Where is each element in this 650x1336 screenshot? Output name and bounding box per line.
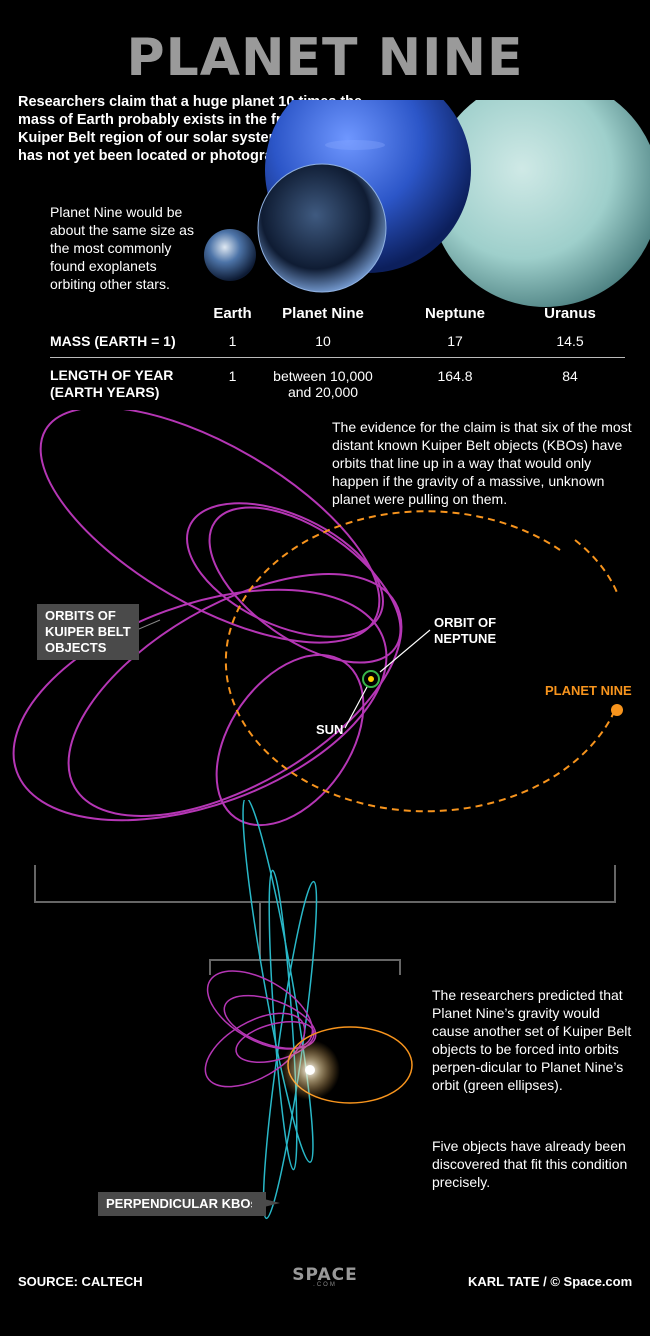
year-planet-nine: between 10,000 and 20,000 — [273, 368, 373, 400]
sun-label: SUN — [316, 722, 344, 737]
earth-icon — [204, 229, 256, 281]
neptune-orbit-label: ORBIT OF NEPTUNE — [434, 615, 497, 646]
perpendicular-diagram — [204, 800, 413, 1220]
kbo-orbit — [39, 410, 381, 644]
evidence-text: The evidence for the claim is that six o… — [332, 419, 632, 507]
perpendicular-kbos-label: PERPENDICULAR KBOs — [98, 1192, 266, 1216]
neptune-orbit — [362, 670, 380, 688]
author-credit: KARL TATE / © Space.com — [468, 1274, 633, 1289]
year-neptune: 164.8 — [437, 368, 473, 384]
kbo-orbit — [67, 573, 403, 817]
header-neptune: Neptune — [425, 305, 485, 322]
kbo-orbit — [208, 506, 402, 664]
space-logo: SPACE .COM — [292, 1265, 358, 1288]
perpendicular-orbit — [268, 869, 298, 1171]
header-uranus: Uranus — [544, 305, 596, 322]
mass-earth: 1 — [228, 333, 237, 349]
planet-nine-dot — [611, 704, 623, 716]
kbo-orbits-label: ORBITS OF KUIPER BELT OBJECTS — [37, 604, 139, 660]
kbo-orbit — [186, 502, 384, 638]
kbo-orbits — [12, 410, 403, 827]
table-divider — [50, 357, 625, 358]
small-kbo-orbits — [204, 970, 317, 1088]
year-earth: 1 — [228, 368, 237, 384]
mass-planet-nine: 10 — [315, 333, 331, 349]
mass-uranus: 14.5 — [556, 333, 584, 349]
mass-row-label: MASS (EARTH = 1) — [50, 333, 176, 349]
size-note-text: Planet Nine would be about the same size… — [50, 204, 194, 292]
planets-illustration — [204, 100, 650, 307]
mass-neptune: 17 — [447, 333, 463, 349]
perpendicular-orbits — [242, 800, 318, 1220]
uranus-icon — [430, 100, 650, 307]
discovered-text: Five objects have already been discovere… — [432, 1138, 628, 1190]
planet-nine-orbit — [224, 510, 616, 813]
kbo-orbit — [223, 994, 317, 1050]
kbo-orbit — [215, 653, 365, 827]
page-title: PLANET NINE — [126, 28, 524, 88]
sun-dot — [368, 676, 374, 682]
bracket-connector — [34, 865, 616, 975]
source-credit: SOURCE: CALTECH — [18, 1274, 143, 1289]
orbits-diagram — [12, 410, 623, 827]
prediction-text: The researchers predicted that Planet Ni… — [432, 987, 632, 1093]
planet-nine-orbit-arc — [574, 539, 619, 596]
header-planet-nine: Planet Nine — [282, 305, 364, 322]
arrow-right-icon — [252, 1196, 280, 1210]
header-earth: Earth — [213, 305, 252, 322]
kbo-orbit — [235, 1021, 315, 1063]
planet-nine-label: PLANET NINE — [545, 683, 632, 698]
year-uranus: 84 — [562, 368, 578, 384]
year-row-label: LENGTH OF YEAR (EARTH YEARS) — [50, 367, 174, 400]
planet-nine-icon — [257, 163, 387, 293]
kbo-orbit — [12, 588, 388, 822]
